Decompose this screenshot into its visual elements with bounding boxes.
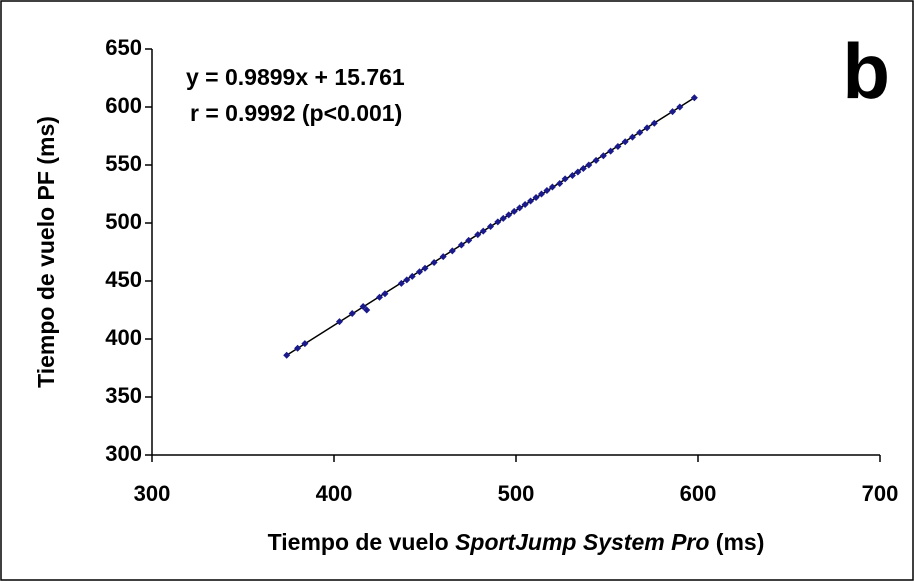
- point: [416, 268, 424, 276]
- point: [592, 156, 600, 164]
- point: [516, 204, 524, 212]
- point: [579, 164, 587, 172]
- point: [457, 241, 465, 249]
- point: [505, 211, 513, 219]
- point: [474, 231, 482, 239]
- point: [301, 340, 309, 348]
- y-tick-label: 600: [105, 93, 142, 118]
- point: [636, 129, 644, 137]
- point: [676, 103, 684, 111]
- point: [548, 183, 556, 191]
- point: [335, 318, 343, 326]
- point: [574, 168, 582, 176]
- point: [669, 108, 677, 116]
- point: [556, 180, 564, 188]
- point: [430, 258, 438, 266]
- point: [614, 142, 622, 150]
- panel-label: b: [842, 27, 890, 115]
- point: [607, 147, 615, 155]
- point: [359, 303, 367, 311]
- x-axis-label: Tiempo de vuelo SportJump System Pro (ms…: [268, 529, 765, 555]
- point: [543, 187, 551, 195]
- y-tick-label: 500: [105, 209, 142, 234]
- point: [510, 207, 518, 215]
- y-axis-label: Tiempo de vuelo PF (ms): [33, 116, 59, 388]
- point: [537, 190, 545, 198]
- x-tick-label: 700: [862, 481, 899, 506]
- point: [348, 309, 356, 317]
- y-tick-label: 650: [105, 35, 142, 60]
- point: [403, 276, 411, 284]
- point: [408, 272, 416, 280]
- y-tick-label: 450: [105, 267, 142, 292]
- point: [294, 344, 302, 352]
- point: [585, 161, 593, 169]
- point: [690, 94, 698, 102]
- point: [621, 138, 629, 146]
- x-axis-label-part: SportJump System Pro: [455, 529, 709, 555]
- point: [487, 222, 495, 230]
- point: [376, 293, 383, 301]
- point: [628, 133, 636, 141]
- point: [561, 175, 569, 183]
- point: [363, 306, 371, 314]
- y-tick-label: 300: [105, 441, 142, 466]
- correlation: r = 0.9992 (p<0.001): [190, 100, 402, 126]
- point: [643, 124, 651, 132]
- point: [494, 218, 502, 226]
- x-tick-label: 400: [316, 481, 353, 506]
- x-axis-label-part: (ms): [709, 529, 764, 555]
- y-tick-label: 550: [105, 151, 142, 176]
- point: [527, 197, 535, 205]
- point: [381, 290, 389, 298]
- point: [397, 279, 405, 287]
- point: [499, 214, 507, 222]
- point: [599, 152, 607, 160]
- point: [532, 193, 540, 201]
- point: [421, 264, 429, 272]
- point: [465, 236, 473, 244]
- x-tick-label: 500: [498, 481, 535, 506]
- point: [283, 351, 291, 359]
- y-tick-label: 400: [105, 325, 142, 350]
- point: [448, 247, 456, 255]
- point: [479, 227, 487, 235]
- y-tick-label: 350: [105, 383, 142, 408]
- x-axis-label-part: Tiempo de vuelo: [268, 529, 455, 555]
- point: [521, 200, 529, 208]
- point: [439, 253, 447, 261]
- point: [650, 119, 658, 127]
- point: [568, 171, 576, 179]
- equation: y = 0.9899x + 15.761: [186, 64, 405, 90]
- x-tick-label: 600: [680, 481, 717, 506]
- x-tick-label: 300: [134, 481, 171, 506]
